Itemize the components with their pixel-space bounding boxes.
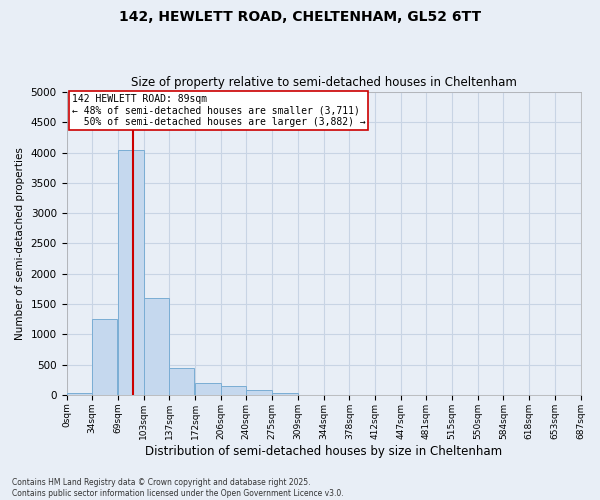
Bar [118,150,143,395]
Title: Size of property relative to semi-detached houses in Cheltenham: Size of property relative to semi-detach… [131,76,517,90]
Text: 142 HEWLETT ROAD: 89sqm
← 48% of semi-detached houses are smaller (3,711)
  50% : 142 HEWLETT ROAD: 89sqm ← 48% of semi-de… [71,94,365,127]
Bar [195,383,221,395]
Bar [221,386,246,395]
Bar [92,319,118,395]
Bar [169,368,194,395]
Y-axis label: Number of semi-detached properties: Number of semi-detached properties [15,147,25,340]
Bar [272,392,298,395]
X-axis label: Distribution of semi-detached houses by size in Cheltenham: Distribution of semi-detached houses by … [145,444,502,458]
Text: 142, HEWLETT ROAD, CHELTENHAM, GL52 6TT: 142, HEWLETT ROAD, CHELTENHAM, GL52 6TT [119,10,481,24]
Bar [143,298,169,395]
Text: Contains HM Land Registry data © Crown copyright and database right 2025.
Contai: Contains HM Land Registry data © Crown c… [12,478,344,498]
Bar [67,393,92,395]
Bar [246,390,272,395]
